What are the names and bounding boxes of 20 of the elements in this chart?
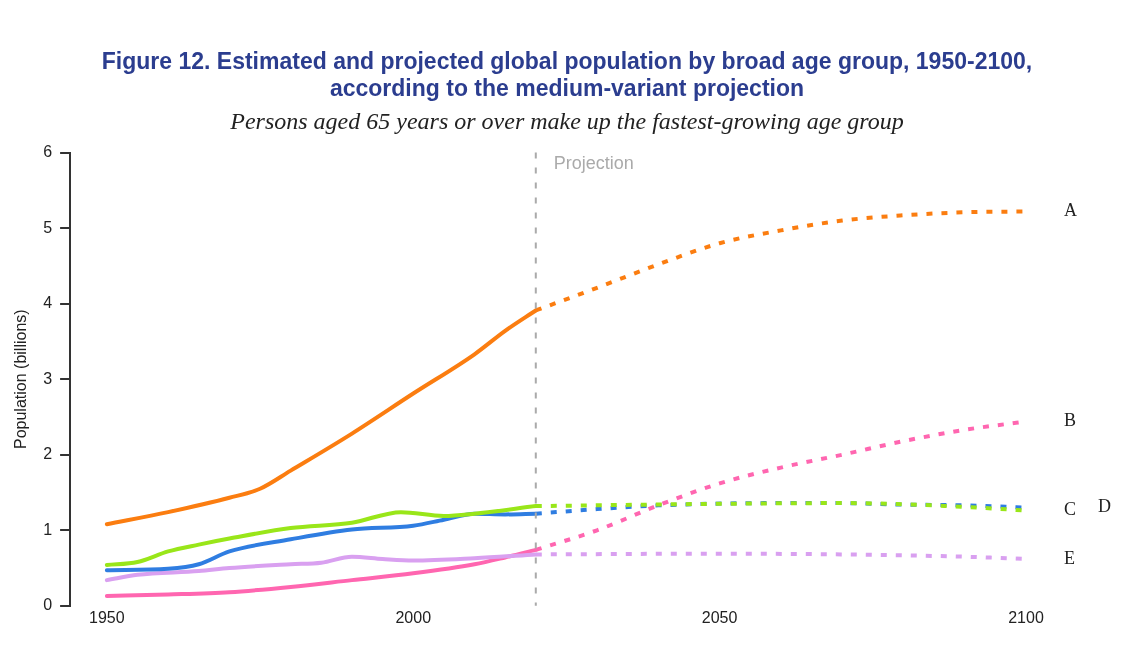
text: C (1064, 499, 1077, 520)
y-tick-label: 6 (43, 143, 53, 161)
y-axis-title: Population (billions) (12, 309, 30, 450)
text: D (1098, 496, 1111, 517)
x-tick-label: 2100 (1008, 608, 1044, 626)
x-tick-label: 1950 (89, 608, 125, 626)
y-tick-label: 3 (43, 369, 53, 387)
y-tick-label: 0 (43, 596, 53, 614)
x-tick-label: 2000 (395, 608, 432, 626)
y-tick-label: 1 (43, 520, 53, 538)
chart-title: Figure 12. Estimated and projected global population by broad age group, 1950-2100, according to the medium-variant projection (100, 48, 1034, 102)
ref-line-label: Projection (553, 152, 634, 173)
text: A (1064, 200, 1077, 221)
x-tick-label: 2050 (701, 608, 738, 626)
y-tick-label: 5 (43, 218, 53, 236)
y-tick-label: 4 (43, 294, 53, 312)
y-tick-label: 2 (43, 445, 53, 463)
chart-subtitle: Persons aged 65 years or over make up the fastest-growing age group (229, 108, 905, 135)
text: B (1064, 410, 1077, 431)
text: E (1064, 547, 1075, 568)
